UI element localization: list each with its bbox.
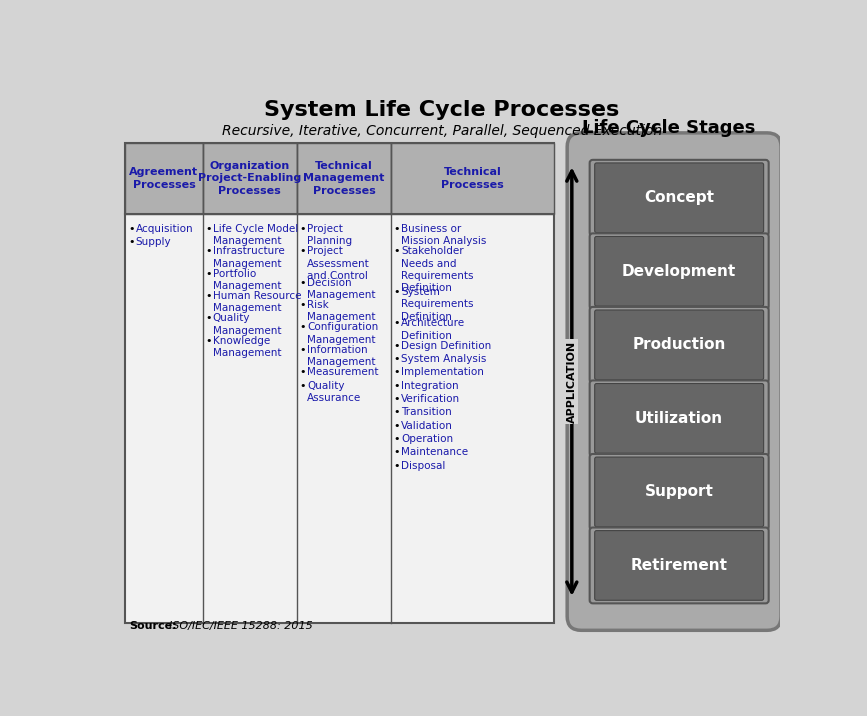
Text: •: •	[394, 286, 401, 296]
FancyBboxPatch shape	[595, 163, 764, 233]
Text: Supply: Supply	[135, 237, 171, 247]
FancyBboxPatch shape	[590, 233, 769, 309]
Bar	[391, 143, 554, 214]
Text: •: •	[205, 336, 212, 346]
FancyBboxPatch shape	[590, 380, 769, 456]
Text: Design Definition: Design Definition	[401, 341, 492, 351]
Text: Implementation: Implementation	[401, 367, 484, 377]
Text: Concept: Concept	[644, 190, 714, 205]
Text: •: •	[394, 341, 401, 351]
Bar	[203, 143, 297, 214]
Text: •: •	[394, 381, 401, 391]
Text: Decision
Management: Decision Management	[307, 278, 375, 300]
Text: •: •	[394, 460, 401, 470]
Bar	[126, 143, 554, 624]
Text: Life Cycle Stages: Life Cycle Stages	[582, 119, 755, 137]
Text: Development: Development	[622, 263, 736, 279]
Text: System Life Cycle Processes: System Life Cycle Processes	[264, 100, 619, 120]
Text: •: •	[205, 291, 212, 301]
Text: Recursive, Iterative, Concurrent, Parallel, Sequenced Execution: Recursive, Iterative, Concurrent, Parall…	[221, 124, 662, 137]
FancyBboxPatch shape	[590, 160, 769, 236]
Text: •: •	[394, 223, 401, 233]
Text: •: •	[205, 246, 212, 256]
Text: •: •	[394, 407, 401, 417]
Text: Source:: Source:	[129, 621, 177, 631]
Text: •: •	[299, 300, 306, 310]
Text: •: •	[299, 367, 306, 377]
Text: Architecture
Definition: Architecture Definition	[401, 318, 466, 341]
Text: Risk
Management: Risk Management	[307, 300, 375, 322]
Text: Human Resource
Management: Human Resource Management	[212, 291, 301, 314]
Text: Configuration
Management: Configuration Management	[307, 322, 378, 345]
Text: Disposal: Disposal	[401, 460, 446, 470]
Text: •: •	[394, 246, 401, 256]
Text: Quality
Management: Quality Management	[212, 314, 281, 336]
Text: Technical
Management
Processes: Technical Management Processes	[303, 161, 385, 195]
Text: •: •	[299, 322, 306, 332]
Text: •: •	[205, 314, 212, 324]
FancyBboxPatch shape	[590, 528, 769, 604]
Text: •: •	[299, 246, 306, 256]
Text: •: •	[299, 223, 306, 233]
FancyBboxPatch shape	[595, 236, 764, 306]
Text: Retirement: Retirement	[630, 558, 727, 573]
Text: •: •	[205, 268, 212, 279]
Text: Business or
Mission Analysis: Business or Mission Analysis	[401, 223, 486, 246]
Text: Utilization: Utilization	[636, 411, 723, 426]
Text: Life Cycle Model
Management: Life Cycle Model Management	[212, 223, 298, 246]
Text: Infrastructure
Management: Infrastructure Management	[212, 246, 284, 268]
FancyBboxPatch shape	[595, 384, 764, 453]
Bar	[297, 143, 391, 214]
Text: Validation: Validation	[401, 420, 453, 430]
Text: Measurement: Measurement	[307, 367, 378, 377]
Text: System
Requirements
Definition: System Requirements Definition	[401, 286, 473, 321]
Text: Production: Production	[632, 337, 726, 352]
FancyBboxPatch shape	[595, 531, 764, 600]
Text: Agreement
Processes: Agreement Processes	[129, 167, 199, 190]
Text: •: •	[299, 381, 306, 391]
Text: Portfolio
Management: Portfolio Management	[212, 268, 281, 291]
Text: Transition: Transition	[401, 407, 452, 417]
Text: •: •	[205, 223, 212, 233]
Text: Organization
Project-Enabling
Processes: Organization Project-Enabling Processes	[198, 161, 302, 195]
Text: ISO/IEC/IEEE 15288: 2015: ISO/IEC/IEEE 15288: 2015	[162, 621, 313, 631]
Text: •: •	[299, 345, 306, 355]
Text: Support: Support	[645, 485, 714, 499]
Text: •: •	[394, 434, 401, 444]
Text: Project
Planning: Project Planning	[307, 223, 352, 246]
Text: Operation: Operation	[401, 434, 453, 444]
Text: •: •	[128, 237, 134, 247]
Text: Knowledge
Management: Knowledge Management	[212, 336, 281, 358]
Text: •: •	[394, 318, 401, 328]
Bar	[126, 143, 203, 214]
Text: •: •	[394, 448, 401, 458]
Text: •: •	[394, 367, 401, 377]
Text: •: •	[128, 223, 134, 233]
Text: Stakeholder
Needs and
Requirements
Definition: Stakeholder Needs and Requirements Defin…	[401, 246, 473, 294]
Text: Integration: Integration	[401, 381, 459, 391]
FancyBboxPatch shape	[590, 454, 769, 530]
Text: Project
Assessment
and Control: Project Assessment and Control	[307, 246, 369, 281]
FancyBboxPatch shape	[595, 457, 764, 527]
Text: •: •	[394, 394, 401, 404]
Text: Acquisition: Acquisition	[135, 223, 193, 233]
Text: •: •	[394, 420, 401, 430]
Text: Technical
Processes: Technical Processes	[441, 167, 504, 190]
FancyBboxPatch shape	[590, 307, 769, 383]
Text: Maintenance: Maintenance	[401, 448, 468, 458]
Text: •: •	[299, 278, 306, 288]
Text: •: •	[394, 354, 401, 364]
Text: APPLICATION: APPLICATION	[567, 341, 577, 422]
FancyBboxPatch shape	[567, 133, 781, 630]
Text: System Analysis: System Analysis	[401, 354, 486, 364]
Text: Information
Management: Information Management	[307, 345, 375, 367]
FancyBboxPatch shape	[595, 310, 764, 379]
Text: Quality
Assurance: Quality Assurance	[307, 381, 362, 403]
Text: Verification: Verification	[401, 394, 460, 404]
